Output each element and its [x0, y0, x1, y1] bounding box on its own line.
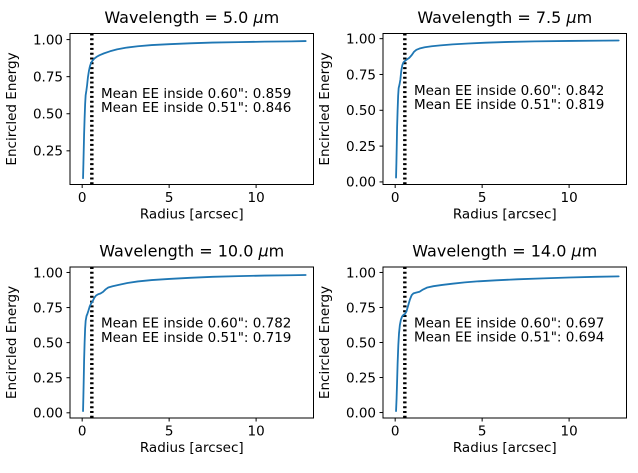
x-tick-label: 0	[78, 424, 87, 440]
y-tick-label: 0.25	[33, 144, 63, 160]
y-axis-label: Encircled Energy	[317, 52, 333, 165]
x-tick-label: 5	[478, 190, 487, 206]
encircled-energy-curve	[395, 39, 620, 179]
y-tick-label: 0.75	[33, 300, 63, 316]
subplot-title: Wavelength = 10.0 μm	[99, 242, 284, 261]
mean-ee-annotation-line-2: Mean EE inside 0.51": 0.846	[101, 100, 291, 116]
y-tick-label: 0.00	[33, 406, 63, 422]
mean-ee-annotation-line-1: Mean EE inside 0.60": 0.697	[414, 316, 604, 332]
x-tick-label: 10	[561, 424, 578, 440]
y-tick-label: 0.25	[33, 371, 63, 387]
y-tick-label: 0.75	[346, 67, 376, 83]
y-tick-label: 1.00	[33, 265, 63, 281]
y-tick-label: 0.00	[346, 405, 376, 421]
x-tick-label: 0	[78, 190, 87, 206]
mean-ee-annotation-line-1: Mean EE inside 0.60": 0.782	[101, 316, 291, 332]
x-tick-label: 10	[561, 190, 578, 206]
x-axis-label: Radius [arcsec]	[140, 440, 244, 456]
encircled-energy-curve	[82, 40, 307, 180]
y-tick-label: 1.00	[33, 32, 63, 48]
x-axis-label: Radius [arcsec]	[140, 207, 244, 223]
y-tick-label: 0.75	[346, 300, 376, 316]
y-tick-label: 0.75	[33, 69, 63, 85]
y-tick-label: 0.50	[33, 335, 63, 351]
y-tick-label: 0.00	[346, 175, 376, 191]
x-tick-label: 5	[165, 424, 174, 440]
y-tick-label: 1.00	[346, 31, 376, 47]
plot-frame	[382, 33, 627, 185]
x-axis-label: Radius [arcsec]	[453, 207, 557, 223]
x-tick-label: 0	[391, 424, 400, 440]
y-tick-label: 0.50	[346, 335, 376, 351]
y-tick-label: 0.50	[346, 103, 376, 119]
mean-ee-annotation-line-1: Mean EE inside 0.60": 0.859	[101, 86, 291, 102]
y-axis-label: Encircled Energy	[317, 286, 333, 399]
mean-ee-annotation-line-1: Mean EE inside 0.60": 0.842	[414, 83, 604, 99]
x-axis-label: Radius [arcsec]	[453, 440, 557, 456]
subplot-title: Wavelength = 7.5 μm	[417, 8, 592, 27]
encircled-energy-curve	[395, 275, 620, 413]
plot-frame	[69, 33, 314, 185]
subplot-wavelength-14um: 0 5 10 0.00 0.25 0.50 0.75 1.00 Wavelength = 14.…	[317, 242, 627, 456]
subplot-wavelength-7.5um: 0 5 10 0.00 0.25 0.50 0.75 1.00 Wavelength = 7.5…	[317, 8, 627, 223]
y-axis-label: Encircled Energy	[4, 286, 20, 399]
y-tick-label: 0.25	[346, 370, 376, 386]
y-tick-label: 0.25	[346, 139, 376, 155]
x-tick-label: 10	[248, 190, 265, 206]
y-tick-label: 0.50	[33, 107, 63, 123]
subplot-title: Wavelength = 14.0 μm	[412, 242, 597, 261]
mean-ee-annotation-line-2: Mean EE inside 0.51": 0.694	[414, 330, 604, 346]
mean-ee-annotation-line-2: Mean EE inside 0.51": 0.719	[101, 330, 291, 346]
x-tick-label: 5	[165, 190, 174, 206]
subplot-wavelength-10um: 0 5 10 0.00 0.25 0.50 0.75 1.00 Wavelength = 10.…	[4, 242, 314, 456]
subplot-title: Wavelength = 5.0 μm	[104, 8, 279, 27]
subplot-wavelength-5um: 0 5 10 0.25 0.50 0.75 1.00 Wavelength = 5.0 μm R…	[4, 8, 314, 223]
x-tick-label: 5	[478, 424, 487, 440]
y-axis-label: Encircled Energy	[4, 52, 20, 165]
y-tick-label: 1.00	[346, 265, 376, 281]
encircled-energy-curve	[82, 274, 307, 413]
x-tick-label: 10	[248, 424, 265, 440]
x-tick-label: 0	[391, 190, 400, 206]
mean-ee-annotation-line-2: Mean EE inside 0.51": 0.819	[414, 97, 604, 113]
